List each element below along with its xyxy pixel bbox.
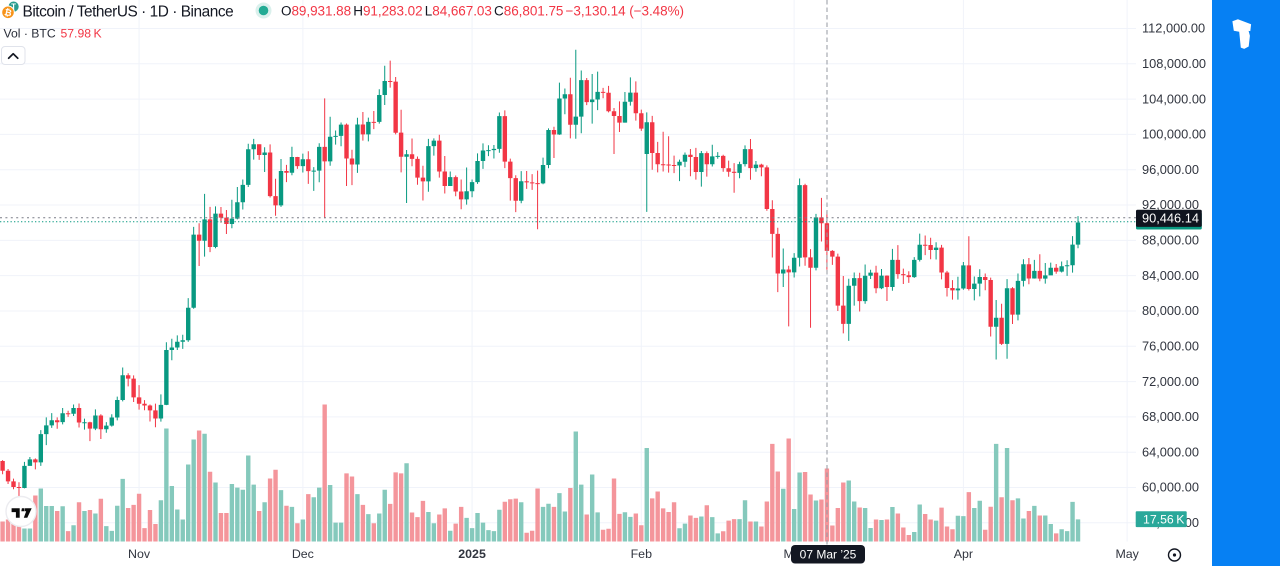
svg-text:Apr: Apr — [954, 547, 973, 561]
svg-text:68,000.00: 68,000.00 — [1142, 409, 1199, 424]
svg-text:Vol · BTC: Vol · BTC — [4, 27, 56, 41]
svg-text:07 Mar ’25: 07 Mar ’25 — [800, 547, 857, 561]
svg-text:Dec: Dec — [292, 547, 314, 561]
svg-text:100,000.00: 100,000.00 — [1142, 127, 1206, 142]
svg-text:84,000.00: 84,000.00 — [1142, 268, 1199, 283]
svg-text:17.56 K: 17.56 K — [1143, 512, 1185, 526]
svg-text:92,000.00: 92,000.00 — [1142, 197, 1199, 212]
svg-text:72,000.00: 72,000.00 — [1142, 374, 1199, 389]
svg-text:88,000.00: 88,000.00 — [1142, 233, 1199, 248]
svg-text:90,446.14: 90,446.14 — [1142, 211, 1199, 226]
svg-text:Nov: Nov — [128, 547, 151, 561]
svg-text:76,000.00: 76,000.00 — [1142, 338, 1199, 353]
svg-text:64,000.00: 64,000.00 — [1142, 444, 1199, 459]
svg-text:60,000.00: 60,000.00 — [1142, 480, 1199, 495]
svg-text:80,000.00: 80,000.00 — [1142, 303, 1199, 318]
svg-text:Feb: Feb — [631, 547, 652, 561]
svg-text:57.98 K: 57.98 K — [61, 27, 102, 41]
svg-text:2025: 2025 — [458, 547, 486, 561]
svg-text:T: T — [11, 2, 16, 11]
svg-text:May: May — [1115, 547, 1139, 561]
svg-text:112,000.00: 112,000.00 — [1142, 21, 1205, 36]
svg-text:O89,931.88 H91,283.02 L84,667.: O89,931.88 H91,283.02 L84,667.03 C86,801… — [281, 4, 684, 19]
svg-text:108,000.00: 108,000.00 — [1142, 56, 1206, 71]
svg-text:104,000.00: 104,000.00 — [1142, 91, 1206, 106]
svg-text:96,000.00: 96,000.00 — [1142, 162, 1199, 177]
svg-text:₿: ₿ — [4, 7, 13, 18]
svg-text:Bitcoin / TetherUS · 1D · Bina: Bitcoin / TetherUS · 1D · Binance — [23, 4, 234, 21]
